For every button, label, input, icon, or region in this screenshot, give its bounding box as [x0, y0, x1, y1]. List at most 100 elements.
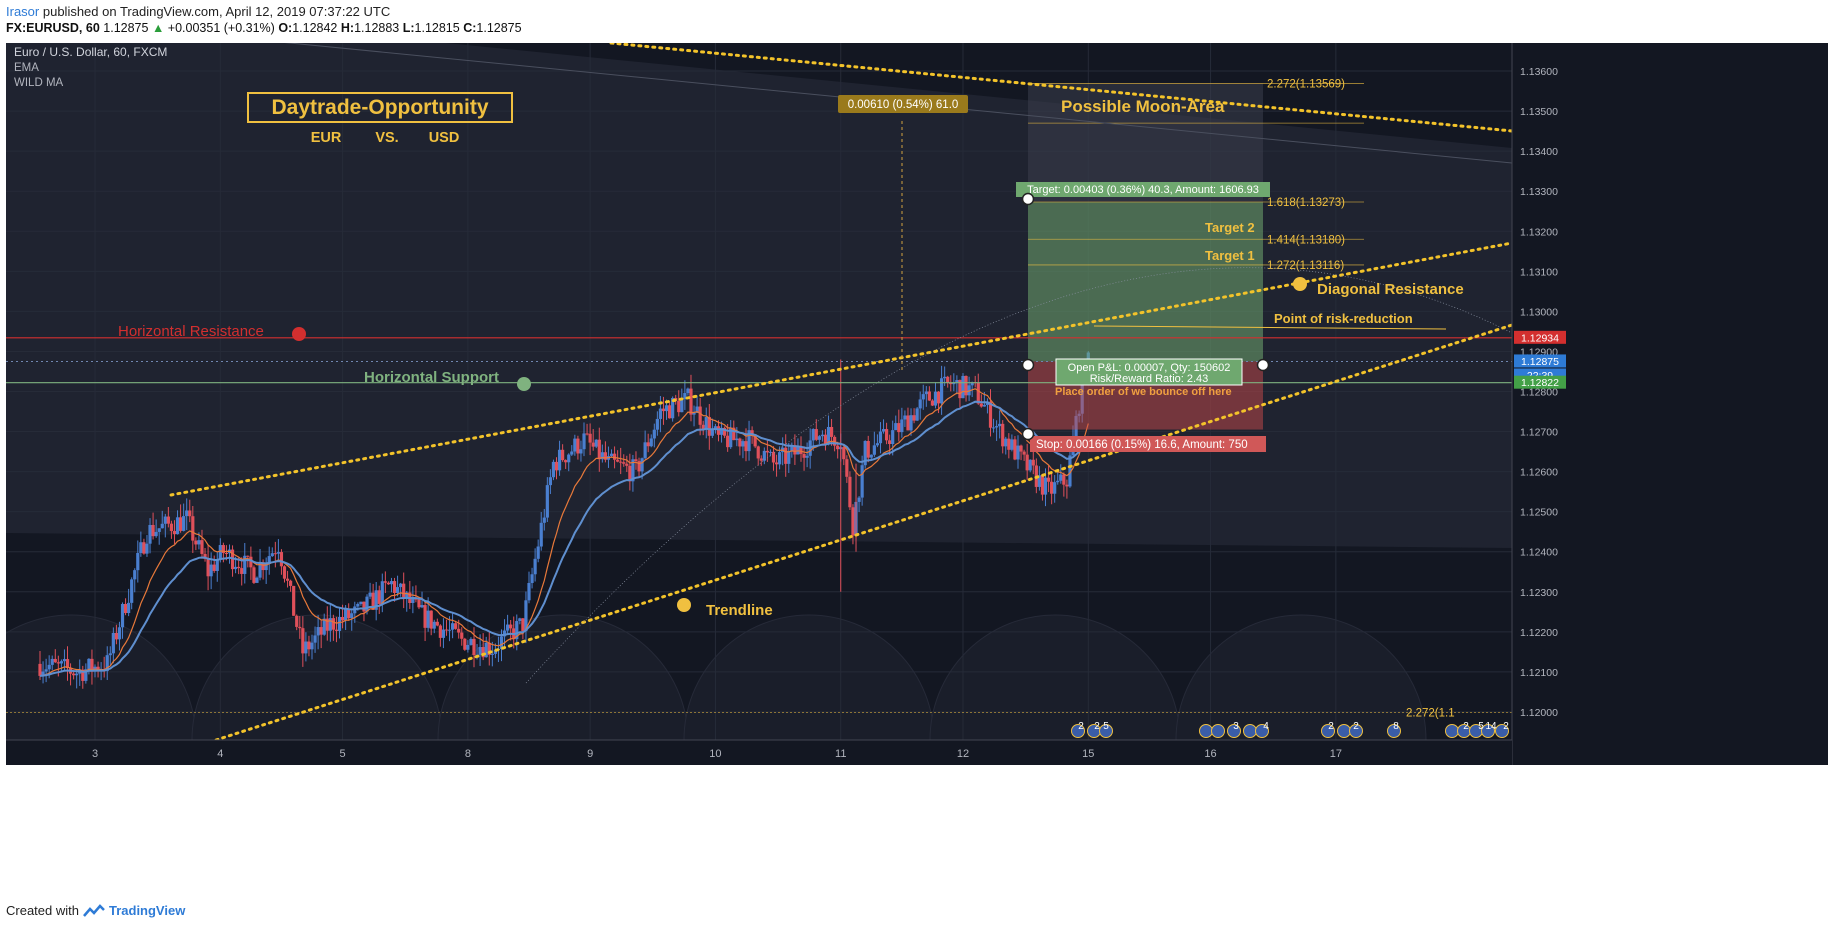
risk-reduction-arrow	[1093, 325, 1447, 330]
candle	[392, 577, 397, 602]
x-tick-label: 9	[587, 748, 593, 760]
candle-body	[573, 438, 577, 452]
pair-label-0: EUR	[311, 130, 342, 146]
event-badge	[1445, 724, 1459, 738]
ohlc-value: 1.12815	[414, 21, 460, 35]
candle-body	[285, 578, 290, 581]
candle-body	[689, 388, 693, 415]
candle-body	[735, 438, 739, 441]
candle	[701, 420, 705, 436]
measure-label: 0.00610 (0.54%) 61.0	[838, 95, 968, 113]
candle	[44, 658, 48, 683]
candle-body	[692, 412, 696, 415]
candle-body	[698, 406, 702, 425]
candle-body	[298, 626, 302, 629]
candle	[576, 435, 580, 460]
candle-body	[267, 556, 271, 564]
candle	[805, 442, 809, 468]
candle	[405, 591, 409, 612]
candle	[579, 440, 583, 462]
candle	[891, 420, 895, 456]
candle	[573, 434, 577, 456]
candle	[976, 373, 980, 405]
candle	[267, 546, 271, 575]
candle-body	[576, 438, 580, 454]
candle-body	[869, 454, 873, 458]
candle-body	[875, 443, 880, 446]
candle-body	[753, 434, 757, 447]
candle	[65, 646, 70, 681]
candle	[377, 585, 381, 614]
candle-body	[707, 417, 711, 436]
candle-body	[955, 380, 959, 383]
candle-body	[686, 388, 690, 394]
candle-body	[81, 669, 85, 681]
candle	[307, 635, 311, 657]
candle-body	[237, 566, 241, 569]
price-chart[interactable]: 2.272(1.13569) 1.618(1.13273) 1.414(1.1318…	[6, 43, 1828, 903]
candle-body	[472, 638, 476, 656]
candle	[276, 539, 280, 561]
target-zone	[1028, 202, 1263, 362]
candle-body	[655, 418, 659, 430]
candle-body	[405, 592, 409, 599]
candle-body	[1031, 459, 1035, 466]
candle	[1037, 466, 1041, 491]
candle-body	[829, 426, 834, 437]
trendline	[214, 323, 1514, 742]
candle	[998, 410, 1002, 439]
candle-body	[331, 618, 335, 630]
candle-body	[337, 616, 342, 631]
candle-body	[787, 450, 791, 464]
author-link[interactable]: Irasor	[6, 4, 40, 19]
candle	[463, 637, 467, 651]
candle	[285, 570, 290, 588]
candle-body	[762, 450, 766, 461]
candle	[249, 546, 253, 580]
candle-body	[826, 426, 831, 445]
candle	[967, 376, 971, 402]
event-count: 8	[1393, 721, 1399, 732]
candle-body	[200, 540, 204, 554]
pair-label-2: USD	[429, 130, 460, 146]
candle	[704, 407, 708, 439]
candle	[270, 547, 274, 557]
candle-body	[616, 459, 620, 462]
y-tick-label: 1.12000	[1520, 707, 1558, 719]
event-count: 5	[1478, 721, 1484, 732]
legend-indicator: WILD MA	[14, 77, 64, 89]
candle-body	[463, 638, 467, 650]
candle-body	[1059, 474, 1063, 481]
candle	[169, 520, 174, 539]
candle	[368, 582, 372, 600]
candle	[1056, 472, 1060, 485]
candle-body	[939, 378, 944, 404]
candle-body	[637, 461, 641, 472]
y-tick-label: 1.12500	[1520, 507, 1558, 519]
event-count: 2	[1078, 721, 1084, 732]
created-with: Created with	[6, 903, 79, 918]
target1-label: Target 1	[1205, 248, 1255, 263]
candle	[747, 420, 751, 461]
price-tag: 1.12875	[1514, 354, 1566, 368]
candle-body	[640, 458, 644, 472]
candle-body	[927, 391, 931, 401]
candle-body	[628, 465, 632, 482]
candle	[768, 449, 773, 457]
candle	[460, 627, 464, 646]
candle-body	[224, 553, 229, 555]
candle	[933, 382, 938, 409]
candle-body	[466, 644, 470, 650]
candle	[148, 518, 152, 554]
tradingview-brand[interactable]: TradingView	[108, 903, 186, 918]
event-badge	[1495, 724, 1509, 738]
candle-body	[591, 442, 595, 447]
candle-body	[759, 458, 763, 461]
candle	[399, 582, 403, 597]
candle	[719, 421, 724, 443]
candle	[707, 404, 711, 450]
event-badge	[1321, 724, 1335, 738]
candle-body	[805, 455, 809, 458]
candle-body	[884, 429, 889, 441]
candle-body	[38, 663, 42, 676]
